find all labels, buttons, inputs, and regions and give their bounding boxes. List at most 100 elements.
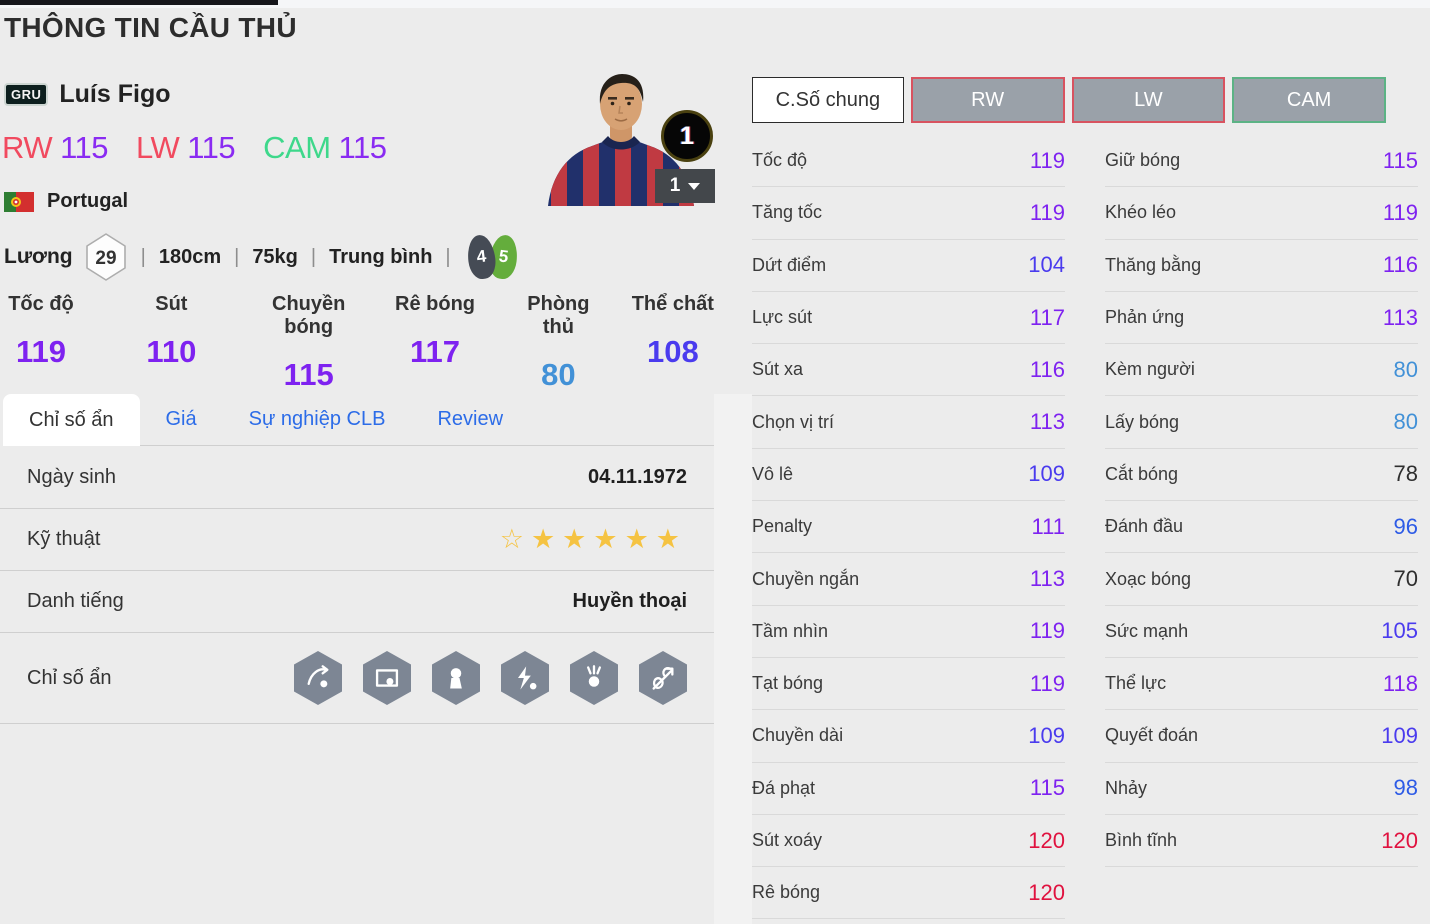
stat-row: Xoạc bóng 70: [1105, 553, 1418, 606]
stat-value: 118: [1382, 670, 1418, 696]
stat-label: Thể lực: [1105, 673, 1167, 694]
stat-view-buttons: C.Số chung RW LW CAM: [752, 77, 1386, 123]
main-stat-value: 80: [541, 357, 576, 392]
position-rating: LW 115: [136, 130, 236, 166]
stat-view-button[interactable]: CAM: [1232, 77, 1386, 123]
speed-dribble-icon: [501, 651, 549, 705]
hidden-traits-label: Chỉ số ẩn: [27, 666, 112, 689]
main-stat: Tốc độ 119: [2, 293, 80, 393]
birth-date-label: Ngày sinh: [27, 466, 116, 488]
stat-label: Sức mạnh: [1105, 620, 1189, 641]
upgrade-level-value: 1: [669, 175, 681, 196]
skill-star-rating: ☆★★★★★: [499, 524, 687, 554]
main-stat-label: Thể chất: [631, 293, 714, 315]
stat-label: Sút xoáy: [752, 830, 823, 850]
main-stat: Phòng thủ 80: [515, 293, 601, 393]
position-label: CAM: [263, 130, 331, 165]
stat-value: 119: [1029, 618, 1065, 644]
detail-stats-panel: C.Số chung RW LW CAM Tốc độ 119 Tăng tốc…: [752, 77, 1430, 920]
stat-value: 119: [1029, 199, 1065, 225]
fame-label: Danh tiếng: [27, 590, 124, 612]
birth-date-row: Ngày sinh 04.11.1972: [0, 447, 714, 509]
player-body-type: Trung bình: [329, 245, 433, 268]
stat-value: 80: [1393, 409, 1418, 435]
stat-label: Thăng bằng: [1105, 254, 1202, 275]
stat-row: Chuyền ngắn 113: [752, 553, 1065, 606]
stat-row: Penalty 111: [752, 501, 1065, 554]
stat-label: Đánh đầu: [1105, 516, 1184, 537]
stat-label: Phản ứng: [1105, 307, 1185, 328]
tab[interactable]: Sự nghiệp CLB: [248, 408, 386, 430]
header-icon: [432, 651, 480, 705]
salary-label: Lương: [4, 245, 73, 268]
stat-row: Khéo léo 119: [1105, 187, 1418, 240]
stat-value: 78: [1393, 461, 1418, 487]
stat-row: Sút xa 116: [752, 344, 1065, 397]
separator: |: [445, 245, 451, 268]
stat-row: Thể lực 118: [1105, 658, 1418, 711]
panel-gap: [714, 394, 752, 924]
stat-label: Penalty: [752, 516, 813, 537]
stat-label: Khéo léo: [1105, 202, 1177, 223]
stat-value: 120: [1028, 879, 1065, 905]
stat-label: Vô lê: [752, 463, 794, 484]
player-name-row: GRU Luís Figo: [4, 80, 171, 109]
main-stat: Sút 110: [110, 293, 232, 393]
position-rating: CAM 115: [263, 130, 387, 166]
svg-text:29: 29: [95, 248, 116, 269]
tab[interactable]: Chỉ số ẩn: [3, 394, 140, 446]
main-stat-value: 117: [410, 334, 461, 369]
stat-value: 116: [1029, 356, 1065, 382]
position-ratings: RW 115 LW 115 CAM 115: [2, 130, 387, 166]
birth-date-value: 04.11.1972: [588, 466, 687, 488]
stat-label: Quyết đoán: [1105, 725, 1199, 746]
stat-value: 109: [1381, 722, 1418, 748]
stat-row: Thăng bằng 116: [1105, 240, 1418, 292]
upgrade-level-select[interactable]: 1: [655, 169, 715, 203]
main-stat: Thể chất 108: [632, 293, 714, 393]
stat-view-button[interactable]: C.Số chung: [752, 77, 904, 123]
stat-label: Tăng tốc: [752, 202, 823, 223]
hidden-trait-icons: [294, 651, 687, 705]
stat-column-left: Tốc độ 119 Tăng tốc 119 Dứt điểm 104 Lực…: [752, 135, 1065, 920]
stat-row: Kèm người 80: [1105, 344, 1418, 397]
trickster-icon: [639, 651, 687, 705]
main-stat-value: 108: [646, 334, 699, 369]
stat-view-button[interactable]: RW: [910, 77, 1065, 123]
stat-label: Nhảy: [1105, 777, 1148, 798]
stat-row: Quyết đoán 109: [1105, 710, 1418, 763]
player-weight: 75kg: [252, 245, 298, 268]
portugal-flag-icon: [4, 191, 34, 212]
stat-view-button[interactable]: LW: [1071, 77, 1226, 123]
separator: |: [234, 245, 240, 268]
stat-row: Nhảy 98: [1105, 763, 1418, 815]
main-stat-value: 115: [283, 357, 334, 392]
stat-row: Bình tĩnh 120: [1105, 815, 1418, 868]
stat-label: Sút xa: [752, 359, 804, 380]
main-stat-value: 119: [15, 334, 66, 369]
stat-row: Sút xoáy 120: [752, 815, 1065, 868]
stat-label: Tầm nhìn: [752, 620, 829, 641]
stat-row: Tầm nhìn 119: [752, 606, 1065, 658]
stat-value: 115: [1382, 147, 1418, 173]
stat-row: Đánh đầu 96: [1105, 501, 1418, 554]
hidden-info-section: Ngày sinh 04.11.1972 Kỹ thuật ☆★★★★★ Dan…: [0, 447, 714, 724]
separator: |: [310, 245, 317, 268]
stat-value: 117: [1029, 304, 1065, 330]
separator: |: [140, 245, 146, 268]
main-stats: Tốc độ 119 Sút 110 Chuyền bóng 115 Rê bó…: [2, 293, 714, 393]
position-value: 115: [60, 130, 109, 165]
stat-value: 119: [1029, 670, 1065, 696]
stat-row: Sức mạnh 105: [1105, 606, 1418, 658]
position-label: LW: [136, 130, 180, 165]
top-light-strip: [0, 0, 1430, 8]
tab[interactable]: Review: [437, 408, 504, 430]
stat-row: Vô lê 109: [752, 449, 1065, 502]
page-title: THÔNG TIN CẦU THỦ: [4, 12, 297, 43]
main-stat-value: 110: [146, 334, 197, 369]
upgrade-level-badge: 1: [661, 110, 713, 162]
tab[interactable]: Giá: [165, 408, 197, 430]
stat-label: Lấy bóng: [1105, 411, 1180, 432]
stat-value: 113: [1029, 409, 1065, 435]
fame-value: Huyền thoại: [572, 590, 687, 612]
